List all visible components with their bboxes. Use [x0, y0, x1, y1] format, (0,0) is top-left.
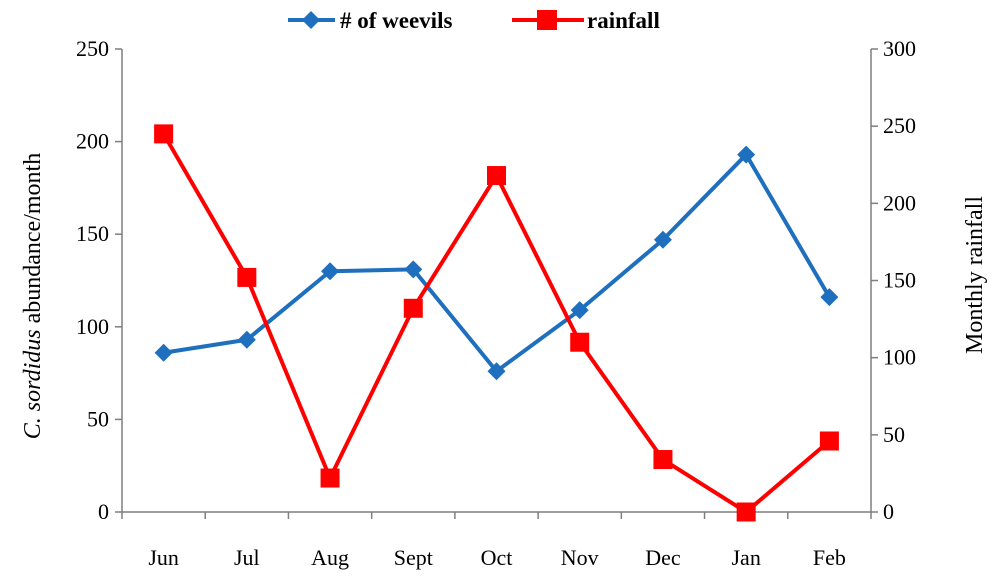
- legend-label-weevils: # of weevils: [340, 8, 452, 33]
- data-point-rainfall: [320, 468, 340, 488]
- series-line-1: [161, 132, 831, 514]
- y-ticks-left: 0 50 100 150 200 250: [76, 36, 122, 524]
- y-tick-label-left: 250: [76, 36, 109, 61]
- data-point-weevils: [820, 288, 839, 307]
- y-tick-label-left: 100: [76, 314, 109, 339]
- y-axis-title-left: C. sordidus abundance/month: [20, 153, 46, 439]
- data-point-rainfall: [237, 267, 257, 287]
- data-point-weevils: [237, 330, 256, 349]
- legend: # of weevils rainfall: [288, 8, 660, 33]
- x-tick-label: Jan: [732, 545, 761, 570]
- x-tick-label: Feb: [813, 545, 846, 570]
- axes: [121, 49, 872, 513]
- data-point-weevils: [653, 230, 672, 249]
- data-point-weevils: [404, 260, 423, 279]
- x-tick-label: Nov: [561, 545, 599, 570]
- data-point-rainfall: [487, 166, 506, 186]
- data-point-rainfall: [819, 431, 839, 451]
- x-tick-label: Dec: [645, 545, 681, 570]
- data-point-rainfall: [736, 502, 756, 522]
- series-layer: [154, 124, 839, 522]
- series-line-0: [163, 152, 832, 374]
- y-ticks-right: 0 50 100 150 200 250 300: [871, 36, 916, 524]
- x-tick-label: Sept: [394, 545, 433, 570]
- y-tick-label-right: 0: [883, 499, 894, 524]
- y-tick-label-right: 150: [883, 268, 916, 293]
- y-tick-label-right: 250: [883, 113, 916, 138]
- data-point-rainfall: [154, 124, 174, 144]
- data-point-weevils: [487, 362, 506, 381]
- legend-marker-weevils: [302, 11, 320, 29]
- x-tick-label: Jul: [234, 545, 260, 570]
- data-point-weevils: [154, 343, 173, 362]
- data-point-weevils: [737, 145, 756, 164]
- x-tick-label: Oct: [481, 545, 513, 570]
- y-tick-label-left: 50: [87, 406, 109, 431]
- x-tick-label: Aug: [311, 545, 349, 570]
- legend-label-rainfall: rainfall: [587, 8, 660, 33]
- y-tick-label-right: 50: [883, 422, 905, 447]
- data-point-rainfall: [403, 298, 423, 318]
- y-tick-label-right: 300: [883, 36, 916, 61]
- data-point-weevils: [570, 301, 589, 320]
- x-tick-label: Jun: [148, 545, 179, 570]
- y-tick-label-left: 150: [76, 221, 109, 246]
- y-tick-label-left: 200: [76, 129, 109, 154]
- data-point-weevils: [321, 262, 340, 281]
- x-ticks: Jun Jul Aug Sept Oct Nov Dec Jan Feb: [121, 512, 872, 570]
- y-axis-title-right: Monthly rainfall: [962, 196, 988, 354]
- y-tick-label-right: 200: [883, 190, 916, 215]
- y-tick-label-left: 0: [98, 499, 109, 524]
- data-point-rainfall: [570, 332, 590, 352]
- y-tick-label-right: 100: [883, 345, 916, 370]
- data-point-rainfall: [653, 450, 673, 470]
- legend-marker-rainfall: [537, 10, 557, 30]
